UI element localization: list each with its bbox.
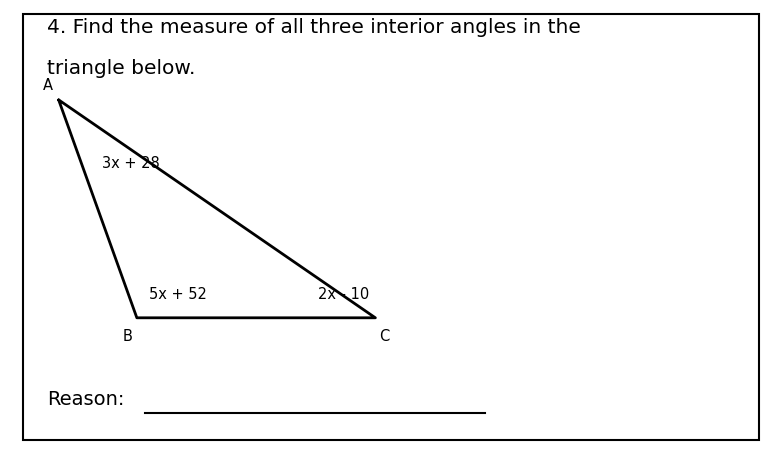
Text: B: B bbox=[123, 329, 133, 344]
Text: 4. Find the measure of all three interior angles in the: 4. Find the measure of all three interio… bbox=[47, 18, 581, 37]
Text: 5x + 52: 5x + 52 bbox=[149, 287, 206, 302]
Text: 3x + 28: 3x + 28 bbox=[102, 156, 160, 171]
Text: A: A bbox=[42, 78, 52, 93]
Text: C: C bbox=[379, 329, 389, 344]
Text: Reason:: Reason: bbox=[47, 390, 124, 409]
Text: triangle below.: triangle below. bbox=[47, 59, 196, 78]
Text: 2x - 10: 2x - 10 bbox=[317, 287, 369, 302]
